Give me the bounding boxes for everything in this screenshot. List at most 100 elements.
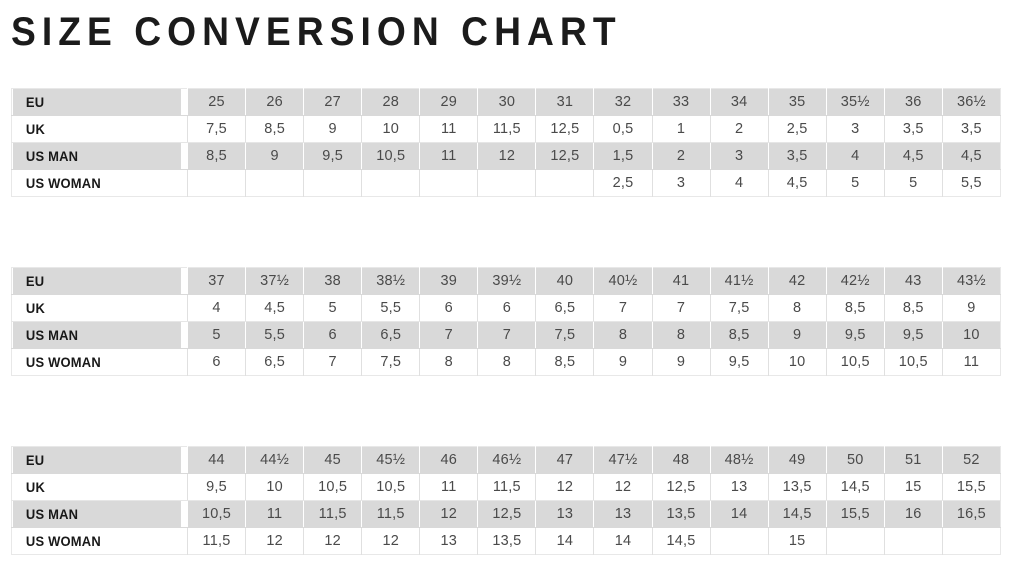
cell-value: 12 bbox=[303, 527, 363, 555]
cell-value: 3 bbox=[652, 169, 711, 197]
cell-value: 8 bbox=[768, 294, 827, 322]
cell-value: 43 bbox=[884, 267, 943, 295]
cell-value: 4,5 bbox=[884, 142, 943, 170]
cell-value: 7,5 bbox=[710, 294, 769, 322]
cell-value: 50 bbox=[826, 446, 885, 474]
row-label-us-man: US MAN bbox=[11, 321, 181, 349]
cell-value: 4 bbox=[826, 142, 885, 170]
table-row: US WOMAN 6 6,5 7 7,5 8 8 8,5 9 9 9,5 10 10,5 10,5 11 bbox=[11, 348, 1001, 376]
cell-value: 31 bbox=[535, 88, 595, 116]
cell-value: 4 bbox=[710, 169, 769, 197]
cell-value: 10,5 bbox=[303, 473, 363, 501]
cell-value: 11,5 bbox=[187, 527, 247, 555]
cell-value: 32 bbox=[593, 88, 653, 116]
cell-value: 7 bbox=[419, 321, 479, 349]
cell-value: 2,5 bbox=[768, 115, 827, 143]
row-label-uk: UK bbox=[11, 294, 181, 322]
cell-value: 6 bbox=[303, 321, 363, 349]
cell-value: 33 bbox=[652, 88, 711, 116]
cell-value: 4 bbox=[187, 294, 247, 322]
cell-value: 14,5 bbox=[652, 527, 711, 555]
cell-value: 2,5 bbox=[593, 169, 653, 197]
cell-value: 11,5 bbox=[477, 115, 537, 143]
cell-value: 36½ bbox=[942, 88, 1001, 116]
cell-value: 13 bbox=[593, 500, 653, 528]
cell-value: 10,5 bbox=[361, 473, 421, 501]
cell-value: 12 bbox=[419, 500, 479, 528]
cell-value: 42 bbox=[768, 267, 827, 295]
cell-value: 8,5 bbox=[245, 115, 305, 143]
cell-value bbox=[884, 527, 943, 555]
cell-value: 5,5 bbox=[361, 294, 421, 322]
cell-value: 12 bbox=[535, 473, 595, 501]
cell-value: 14,5 bbox=[768, 500, 827, 528]
cell-value: 3 bbox=[826, 115, 885, 143]
cell-value: 9,5 bbox=[884, 321, 943, 349]
size-table-3-body: EU 44 44½ 45 45½ 46 46½ 47 47½ 48 48½ 49 50 51 52 UK 9,5… bbox=[11, 446, 1001, 555]
cell-value: 15,5 bbox=[826, 500, 885, 528]
cell-value: 10 bbox=[768, 348, 827, 376]
cell-value: 9,5 bbox=[303, 142, 363, 170]
row-label-uk: UK bbox=[11, 473, 181, 501]
cell-value: 1 bbox=[652, 115, 711, 143]
cell-value: 14,5 bbox=[826, 473, 885, 501]
size-table-1-body: EU 25 26 27 28 29 30 31 32 33 34 35 35½ 36 36½ UK 7,5 8,5… bbox=[11, 88, 1001, 197]
cell-value: 5 bbox=[303, 294, 363, 322]
cell-value: 11 bbox=[419, 142, 479, 170]
row-label-us-man: US MAN bbox=[11, 142, 181, 170]
size-table-2: EU 37 37½ 38 38½ 39 39½ 40 40½ 41 41½ 42 42½ 43 43½ UK 4… bbox=[11, 267, 1001, 376]
cell-value: 6,5 bbox=[245, 348, 305, 376]
cell-value: 39½ bbox=[477, 267, 537, 295]
cell-value: 13,5 bbox=[477, 527, 537, 555]
cell-value: 8 bbox=[477, 348, 537, 376]
cell-value: 10,5 bbox=[884, 348, 943, 376]
cell-value: 8 bbox=[652, 321, 711, 349]
cell-value: 8 bbox=[419, 348, 479, 376]
table-gap-1 bbox=[0, 197, 1012, 267]
cell-value: 29 bbox=[419, 88, 479, 116]
table-row: US MAN 5 5,5 6 6,5 7 7 7,5 8 8 8,5 9 9,5 9,5 10 bbox=[11, 321, 1001, 349]
cell-value: 39 bbox=[419, 267, 479, 295]
cell-value: 48½ bbox=[710, 446, 769, 474]
cell-value: 38 bbox=[303, 267, 363, 295]
cell-value: 0,5 bbox=[593, 115, 653, 143]
page-title: SIZE CONVERSION CHART bbox=[11, 10, 622, 54]
cell-value: 35 bbox=[768, 88, 827, 116]
cell-value: 36 bbox=[884, 88, 943, 116]
cell-value: 14 bbox=[710, 500, 769, 528]
cell-value: 7,5 bbox=[187, 115, 247, 143]
cell-value: 16,5 bbox=[942, 500, 1001, 528]
size-table-3: EU 44 44½ 45 45½ 46 46½ 47 47½ 48 48½ 49 50 51 52 UK 9,5… bbox=[11, 446, 1001, 555]
cell-value: 6 bbox=[187, 348, 247, 376]
table-row: US MAN 8,5 9 9,5 10,5 11 12 12,5 1,5 2 3 3,5 4 4,5 4,5 bbox=[11, 142, 1001, 170]
cell-value: 7 bbox=[477, 321, 537, 349]
table-row: UK 9,5 10 10,5 10,5 11 11,5 12 12 12,5 13 13,5 14,5 1… bbox=[11, 473, 1001, 501]
cell-value: 9 bbox=[942, 294, 1001, 322]
row-label-eu: EU bbox=[11, 446, 181, 474]
cell-value: 7,5 bbox=[535, 321, 595, 349]
cell-value: 11 bbox=[419, 115, 479, 143]
table-row: US WOMAN 2,5 3 4 4,5 5 5 5,5 bbox=[11, 169, 1001, 197]
size-table-2-wrapper: EU 37 37½ 38 38½ 39 39½ 40 40½ 41 41½ 42 42½ 43 43½ UK 4… bbox=[0, 267, 1012, 376]
cell-value: 10,5 bbox=[361, 142, 421, 170]
cell-value: 10 bbox=[361, 115, 421, 143]
cell-value: 40 bbox=[535, 267, 595, 295]
cell-value: 5 bbox=[884, 169, 943, 197]
cell-value: 38½ bbox=[361, 267, 421, 295]
cell-value: 2 bbox=[710, 115, 769, 143]
table-row: US WOMAN 11,5 12 12 12 13 13,5 14 14 14,5 15 bbox=[11, 527, 1001, 555]
cell-value: 4,5 bbox=[245, 294, 305, 322]
cell-value: 8,5 bbox=[187, 142, 247, 170]
cell-value: 9,5 bbox=[710, 348, 769, 376]
cell-value: 8,5 bbox=[535, 348, 595, 376]
cell-value: 44½ bbox=[245, 446, 305, 474]
row-label-eu: EU bbox=[11, 267, 181, 295]
cell-value: 5,5 bbox=[245, 321, 305, 349]
cell-value: 2 bbox=[652, 142, 711, 170]
cell-value: 7 bbox=[593, 294, 653, 322]
row-label-us-woman: US WOMAN bbox=[11, 527, 181, 555]
cell-value: 51 bbox=[884, 446, 943, 474]
row-label-us-woman: US WOMAN bbox=[11, 169, 181, 197]
cell-value: 9 bbox=[652, 348, 711, 376]
cell-value: 5 bbox=[826, 169, 885, 197]
